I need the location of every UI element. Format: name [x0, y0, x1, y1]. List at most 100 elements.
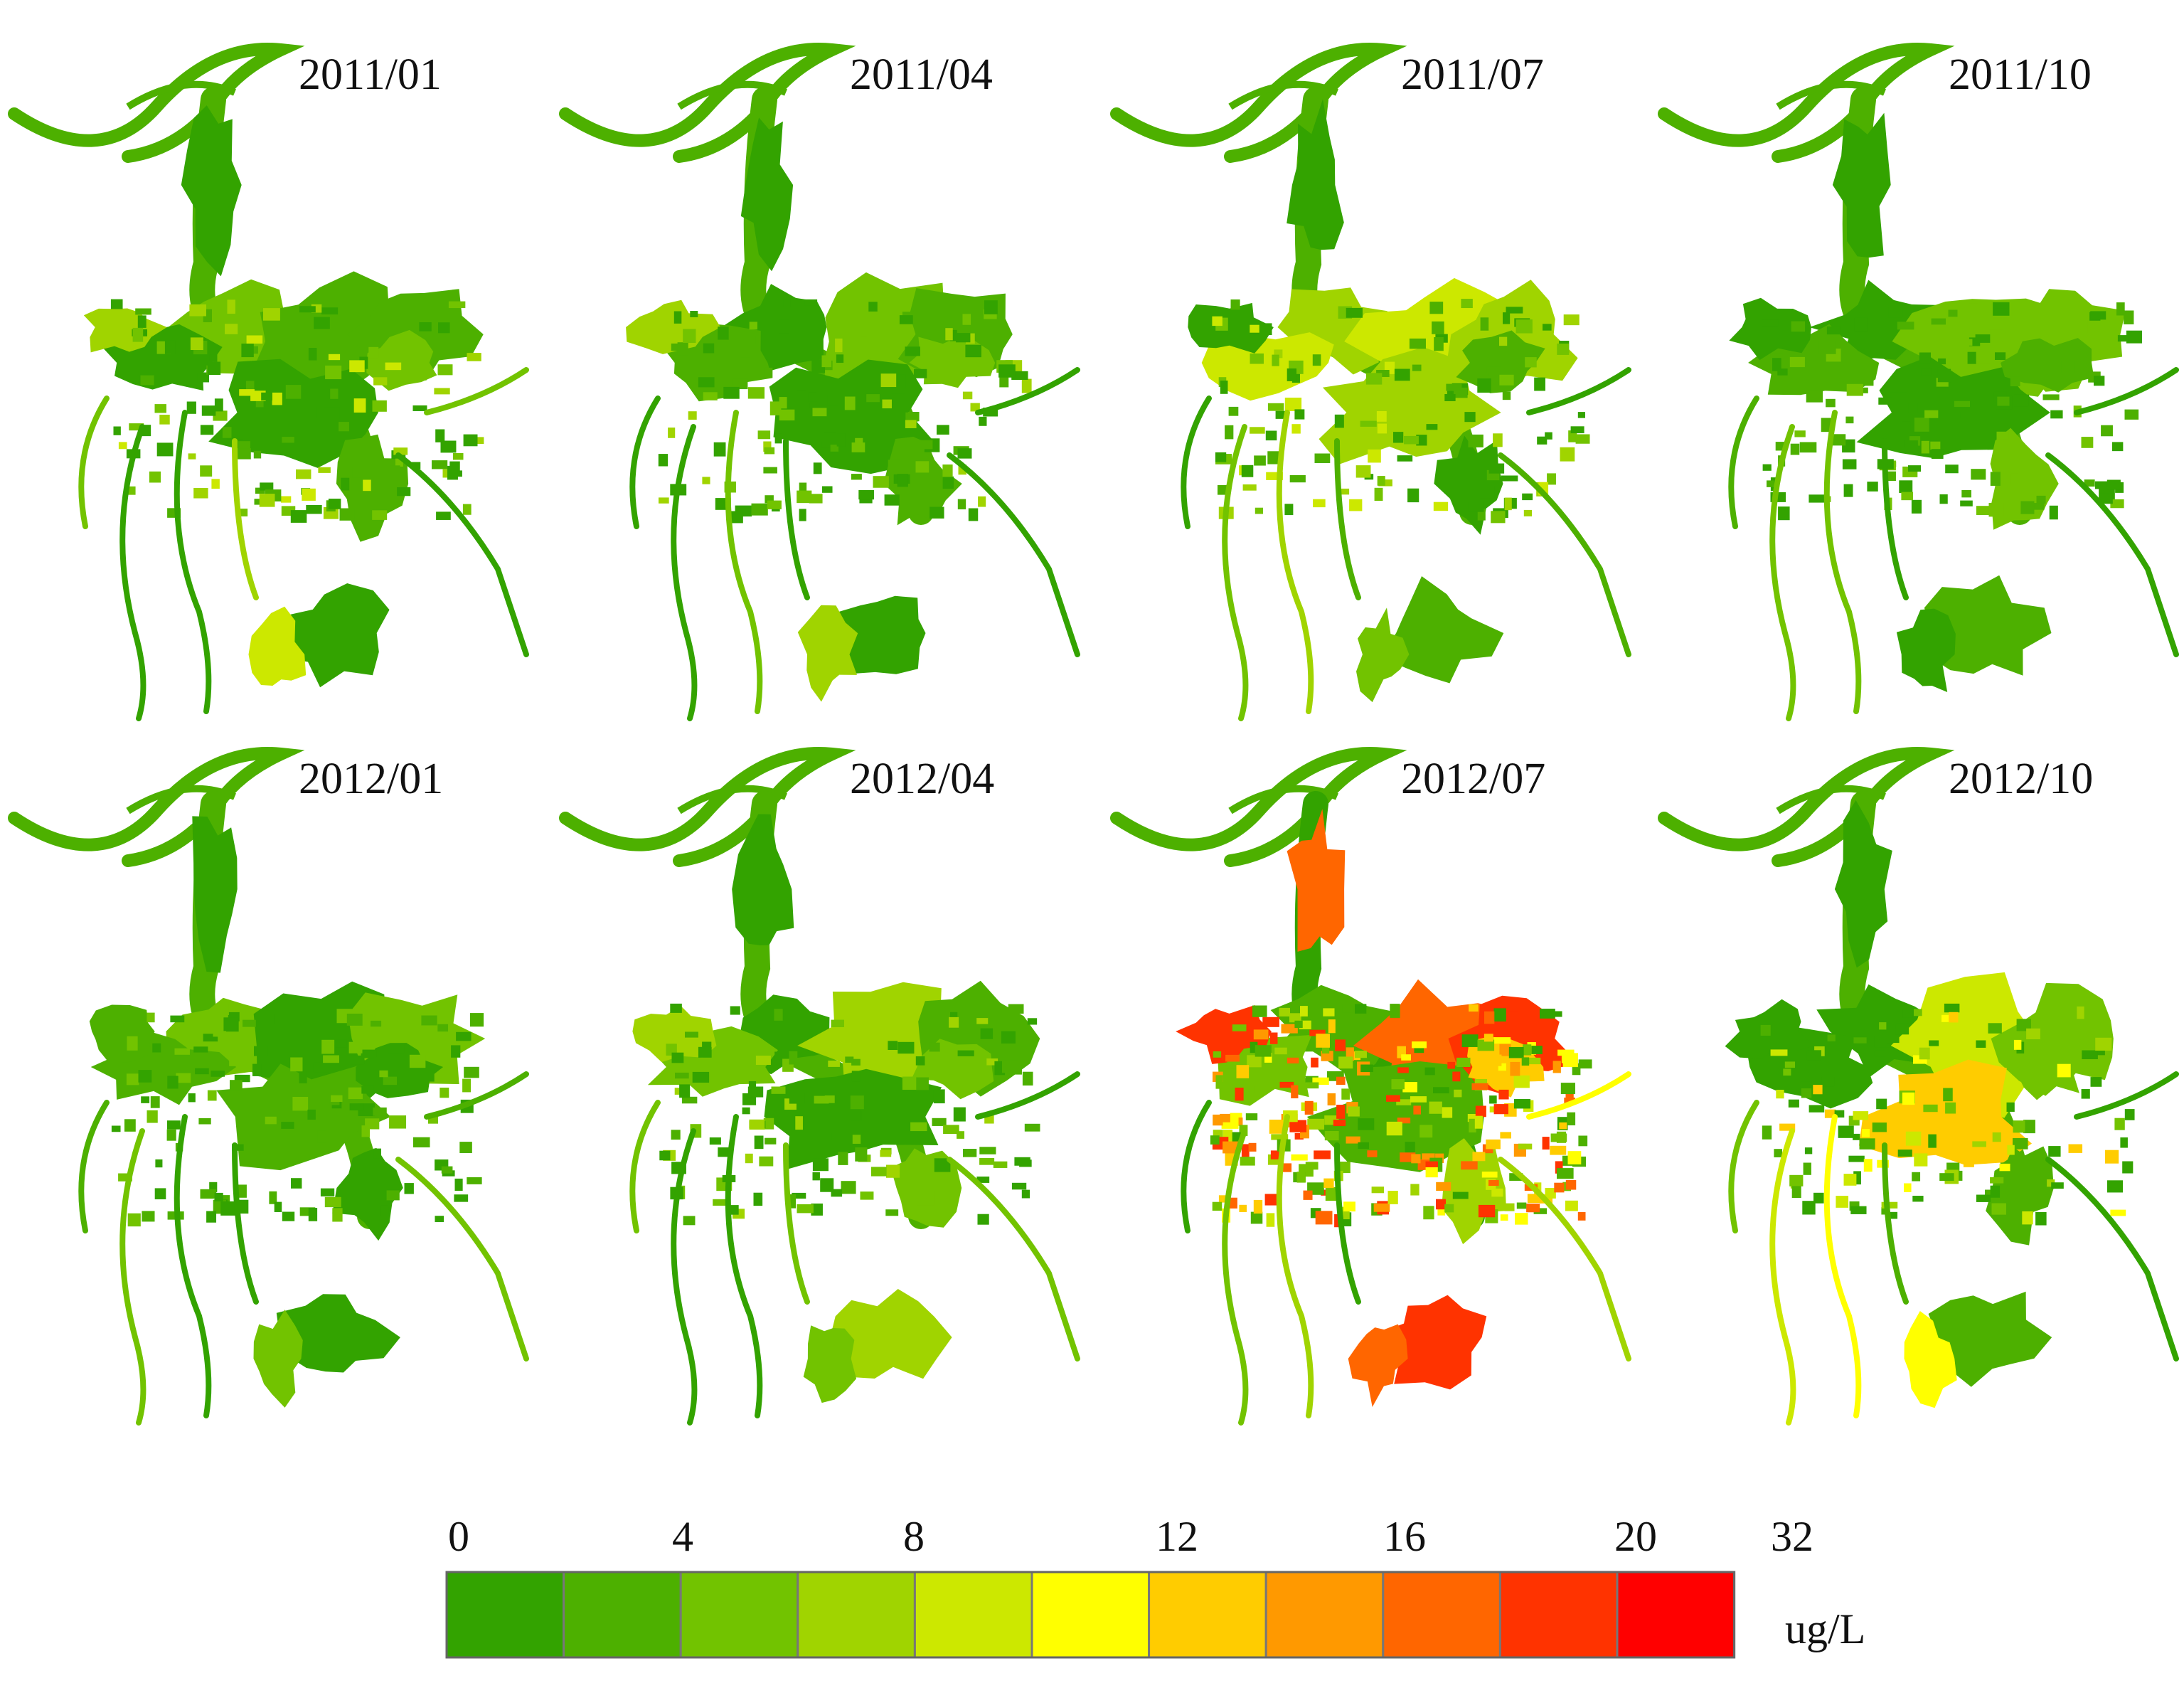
lake-pixel: [2120, 1137, 2128, 1148]
lake-pixel: [934, 1158, 951, 1172]
lake-pixel: [774, 433, 782, 444]
river-channel: [559, 43, 856, 163]
lake-pixel: [1888, 307, 1903, 318]
lake-pixel: [1832, 434, 1846, 446]
lake-pixel: [1930, 441, 1941, 450]
lake-pixel: [1293, 317, 1303, 329]
lake-pixel: [1355, 1051, 1367, 1058]
tributary: [119, 424, 147, 721]
lake-pixel: [1788, 1099, 1799, 1108]
lake-pixel: [1486, 366, 1501, 373]
lake-pixel: [1014, 1157, 1030, 1166]
lake-pixel: [1323, 1178, 1334, 1189]
lake-region: [1456, 330, 1545, 393]
lake-pixel: [313, 1062, 329, 1073]
lake-pixel: [1315, 1211, 1333, 1225]
legend-swatch-6: [1148, 1571, 1267, 1659]
lake-pixel: [1826, 398, 1836, 408]
lake-pixel: [1380, 378, 1388, 393]
lake-region: [632, 1006, 717, 1063]
legend-swatch-2: [679, 1571, 799, 1659]
lake-pixel: [1232, 1024, 1247, 1031]
lake-region: [1442, 1138, 1506, 1245]
lake-pixel: [1945, 1102, 1956, 1114]
lake-pixel: [206, 1211, 217, 1223]
lake-pixel: [1484, 1011, 1495, 1024]
lake-pixel: [718, 327, 729, 340]
lake-pixel: [325, 365, 342, 380]
lake-pixel: [1212, 316, 1222, 327]
lake-pixel: [2050, 410, 2063, 419]
lake-pixel: [1483, 1034, 1493, 1042]
lake-pixel: [795, 402, 810, 408]
lake-pixel: [1416, 435, 1427, 446]
lake-pixel: [757, 430, 771, 440]
lake-pixel: [138, 1070, 152, 1083]
lake-pixel: [1294, 1020, 1303, 1029]
lake-pixel: [456, 1031, 472, 1041]
lake-pixel: [2007, 1145, 2015, 1155]
lake-pixel: [886, 1164, 900, 1178]
lake-pixel: [1248, 1142, 1257, 1152]
lake-pixel: [1534, 377, 1545, 391]
lake-pixel: [2081, 1089, 2090, 1099]
lake-pixel: [1555, 1161, 1563, 1174]
lake-pixel: [147, 1110, 158, 1123]
lake-pixel: [851, 1058, 861, 1066]
lake-pixel: [1791, 1186, 1801, 1199]
tributary: [1526, 1071, 1631, 1120]
lake-pixel: [308, 348, 317, 361]
lake-pixel: [1287, 368, 1297, 381]
lake-pixel: [979, 416, 987, 426]
lake-pixel: [681, 1096, 698, 1104]
lake-pixel: [1513, 1075, 1530, 1088]
lake-pixel: [2048, 1146, 2061, 1157]
lake-pixel: [1239, 1204, 1247, 1212]
lake-pixel: [1850, 1206, 1867, 1214]
lake-pixel: [445, 1012, 454, 1021]
lake-pixel: [438, 322, 450, 334]
tributary: [1181, 396, 1212, 529]
lake-pixel: [2106, 479, 2121, 490]
lake-pixel: [372, 400, 387, 412]
lake-pixel: [1411, 1154, 1421, 1164]
lake-pixel: [203, 1034, 218, 1042]
lake-pixel: [1499, 1044, 1511, 1056]
lake-pixel: [459, 1142, 472, 1154]
lake-pixel: [2124, 409, 2139, 420]
lake-pixel: [1266, 1213, 1275, 1227]
lake-pixel: [683, 1216, 696, 1226]
lake-pixel: [1516, 319, 1533, 334]
lake-pixel: [2110, 1209, 2126, 1216]
lake-pixel: [227, 432, 244, 440]
lake-pixel: [1486, 1139, 1501, 1150]
lake-pixel: [1826, 326, 1841, 335]
lake-pixel: [2107, 1180, 2124, 1193]
lake-pixel: [1264, 1194, 1277, 1206]
legend-frame: [445, 1571, 1736, 1659]
lake-pixel: [1762, 319, 1779, 327]
tributary: [947, 1157, 1080, 1361]
lake-pixel: [1508, 1011, 1519, 1024]
lake-pixel: [290, 510, 307, 523]
lake-pixel: [311, 304, 322, 313]
map-panel-2012-07: 2012/07: [1110, 747, 1631, 1426]
lake-pixel: [1228, 406, 1239, 416]
lake-pixel: [434, 388, 450, 395]
lake-pixel: [176, 1073, 191, 1083]
lake-pixel: [239, 389, 255, 396]
legend-swatch-4: [913, 1571, 1033, 1659]
tributary: [1769, 1128, 1796, 1426]
lake-pixel: [349, 1103, 364, 1111]
lake-pixel: [1220, 381, 1228, 394]
lake-pixel: [462, 1078, 472, 1093]
lake-pixel: [792, 1192, 806, 1199]
lake-pixel: [332, 1208, 343, 1222]
lake-pixel: [1413, 1105, 1421, 1115]
lake-pixel: [1859, 1138, 1875, 1150]
lake-pixel: [320, 1188, 335, 1196]
lake-pixel: [124, 1119, 136, 1132]
lake-pixel: [1414, 1044, 1424, 1053]
lake-pixel: [1376, 370, 1390, 377]
lake-pixel: [188, 453, 196, 460]
